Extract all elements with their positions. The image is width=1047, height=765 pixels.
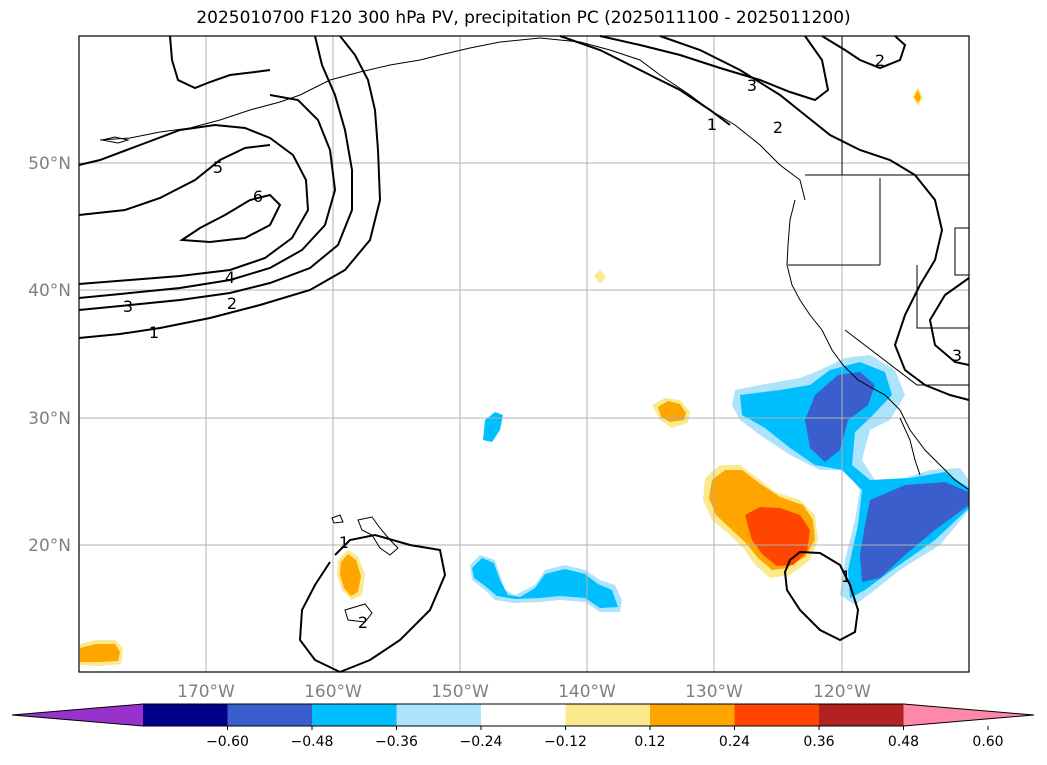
lon-label: 120°W <box>813 682 871 702</box>
contour-label: 4 <box>225 268 235 287</box>
colorbar-tick-label: −0.24 <box>460 734 503 750</box>
lon-label: 140°W <box>558 682 616 702</box>
lon-label: 150°W <box>431 682 489 702</box>
map-title: 2025010700 F120 300 hPa PV, precipitatio… <box>196 8 851 28</box>
neg-blob-small <box>483 412 503 442</box>
contour-label: 1 <box>841 567 851 586</box>
pos-blob-tiny1 <box>594 270 606 284</box>
contour-label: 2 <box>227 294 237 313</box>
neg-blob-hawaii-b <box>472 558 618 608</box>
colorbar-segment <box>819 704 904 726</box>
lat-label: 20°N <box>28 536 71 556</box>
colorbar-segment <box>734 704 820 726</box>
pos-blob-b-in <box>658 401 686 422</box>
neg-blob-dark1 <box>805 372 875 462</box>
colorbar-tick-label: 0.48 <box>888 734 919 750</box>
pos-blob-d-in <box>80 644 120 662</box>
colorbar-tick-label: 0.36 <box>803 734 834 750</box>
colorbar-tick-label: 0.24 <box>719 734 750 750</box>
contour-label: 2 <box>875 51 885 70</box>
pos-blob-c-in <box>340 554 361 596</box>
colorbar-tick-label: 0.60 <box>972 734 1003 750</box>
colorbar-segment <box>227 704 313 726</box>
colorbar-segment <box>565 704 651 726</box>
pos-blob-dark <box>745 507 810 566</box>
lat-labels: 50°N 40°N 30°N 20°N <box>28 154 71 556</box>
contour-label: 2 <box>358 613 368 632</box>
colorbar-outline <box>11 703 1035 727</box>
contour-label: 3 <box>952 346 962 365</box>
colorbar: −0.60 −0.48 −0.36 −0.24 −0.12 0.12 0.24 0.36 0.4… <box>11 703 1035 750</box>
colorbar-extend-low <box>12 704 143 726</box>
colorbar-segment <box>143 704 228 726</box>
contour-labels: 5 6 4 3 2 1 3 2 2 3 1 2 1 1 <box>123 51 962 632</box>
colorbar-tick-label: 0.12 <box>634 734 665 750</box>
contour-label: 5 <box>213 158 223 177</box>
precip-shading <box>80 87 969 666</box>
lat-label: 40°N <box>28 281 71 301</box>
colorbar-tick-label: −0.36 <box>375 734 418 750</box>
contour-label: 1 <box>149 323 159 342</box>
map-panel <box>79 36 969 672</box>
colorbar-segment <box>396 704 482 726</box>
colorbar-tick-label: −0.48 <box>291 734 334 750</box>
contour-label: 1 <box>339 533 349 552</box>
contour-label: 1 <box>707 115 717 134</box>
lon-labels: 170°W 160°W 150°W 140°W 130°W 120°W <box>177 682 871 702</box>
lon-label: 130°W <box>685 682 743 702</box>
colorbar-extend-high <box>903 704 1034 726</box>
contour-label: 6 <box>253 187 263 206</box>
contour-label: 3 <box>747 76 757 95</box>
lat-label: 50°N <box>28 154 71 174</box>
lon-label: 170°W <box>177 682 235 702</box>
pv-contours <box>78 35 970 673</box>
colorbar-segment <box>312 704 397 726</box>
pos-blob-tiny2-in <box>914 90 921 103</box>
colorbar-tick-label: −0.12 <box>544 734 587 750</box>
contour-label: 2 <box>773 118 783 137</box>
colorbar-segment <box>481 704 566 726</box>
lat-label: 30°N <box>28 409 71 429</box>
colorbar-tick-label: −0.60 <box>206 734 249 750</box>
map-frame <box>78 35 970 673</box>
colorbar-segment <box>650 704 735 726</box>
lon-label: 160°W <box>304 682 362 702</box>
neg-blob-dark2 <box>860 482 969 582</box>
contour-label: 3 <box>123 297 133 316</box>
